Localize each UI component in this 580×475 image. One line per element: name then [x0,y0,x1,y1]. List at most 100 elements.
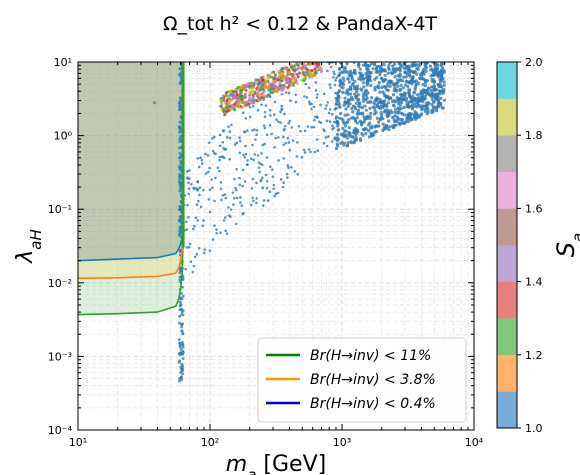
scatter-point [336,137,340,142]
scatter-point [428,64,432,68]
scatter-point [178,108,182,111]
scatter-point [274,73,278,77]
scatter-point [229,98,233,102]
scatter-point [395,115,399,119]
scatter-point [319,103,322,107]
scatter-point [220,155,224,159]
scatter-point [276,78,280,82]
scatter-point [393,75,397,79]
scatter-point [378,117,382,121]
scatter-point [302,148,306,152]
scatter-point [239,201,242,204]
scatter-point [272,77,276,81]
scatter-point [440,78,444,82]
scatter-point [424,65,428,69]
scatter-point [261,186,265,190]
scatter-point [222,219,226,222]
scatter-point [392,62,397,66]
scatter-point [391,115,395,119]
scatter-point [286,86,290,90]
scatter-point [426,110,430,114]
scatter-point [440,71,444,75]
scatter-point [204,152,207,156]
scatter-point [286,136,290,140]
scatter-point [188,169,191,172]
scatter-point [222,146,225,150]
scatter-point [243,104,247,108]
scatter-point [179,182,182,186]
scatter-point [337,103,341,108]
scatter-point [404,71,408,75]
scatter-point [390,110,394,115]
scatter-point [369,62,374,66]
scatter-point [413,98,417,102]
scatter-point [338,78,343,82]
scatter-point [333,72,336,76]
scatter-point [309,150,312,154]
scatter-point [194,216,198,219]
x-axis-label: ma [GeV] [226,452,326,475]
scatter-point [290,126,294,129]
x-tick-label: 10⁴ [465,436,484,449]
scatter-point [375,64,379,68]
scatter-point [347,80,352,84]
scatter-point [261,78,265,82]
scatter-point [431,105,436,109]
scatter-point [350,83,354,87]
scatter-point [257,166,261,169]
scatter-point [439,63,443,68]
scatter-point [347,98,351,102]
scatter-point [407,105,411,109]
scatter-point [282,157,286,160]
scatter-point [240,105,244,109]
scatter-point [215,231,218,235]
scatter-point [300,66,304,70]
scatter-point [364,98,368,102]
scatter-point [396,78,400,82]
scatter-point [387,125,392,129]
scatter-point [272,113,276,116]
scatter-point [251,85,255,89]
scatter-point [388,84,392,88]
scatter-point [187,245,191,249]
scatter-point [270,168,274,171]
scatter-point [315,69,319,73]
scatter-point [233,143,237,146]
colorbar-segment [497,62,517,99]
scatter-point [219,187,223,191]
scatter-point [398,122,402,127]
scatter-point [178,102,182,106]
scatter-point [383,73,387,78]
scatter-point [304,82,307,86]
scatter-point [185,246,189,249]
scatter-point [178,308,182,312]
scatter-point [197,247,201,250]
legend-label: Br(H→inv) < 11% [310,348,431,364]
scatter-point [423,107,427,111]
scatter-point [376,84,381,88]
scatter-point [255,197,258,200]
scatter-point [430,97,434,101]
scatter-point [404,75,408,79]
scatter-point [307,148,311,151]
scatter-point [336,144,340,148]
scatter-point [303,71,307,75]
scatter-point [346,92,350,96]
scatter-point [220,108,224,112]
scatter-point [346,77,350,81]
scatter-point [308,102,312,106]
scatter-point [396,84,400,88]
scatter-point [180,362,184,366]
scatter-point [367,77,371,81]
scatter-point [185,228,189,232]
scatter-point [358,111,363,116]
scatter-point [197,199,200,203]
scatter-point [340,81,345,85]
scatter-point [302,77,306,81]
scatter-point [222,96,226,100]
scatter-point [393,69,397,73]
scatter-point [270,132,273,136]
scatter-point [358,67,362,71]
scatter-point [379,100,383,104]
scatter-point [208,249,212,252]
